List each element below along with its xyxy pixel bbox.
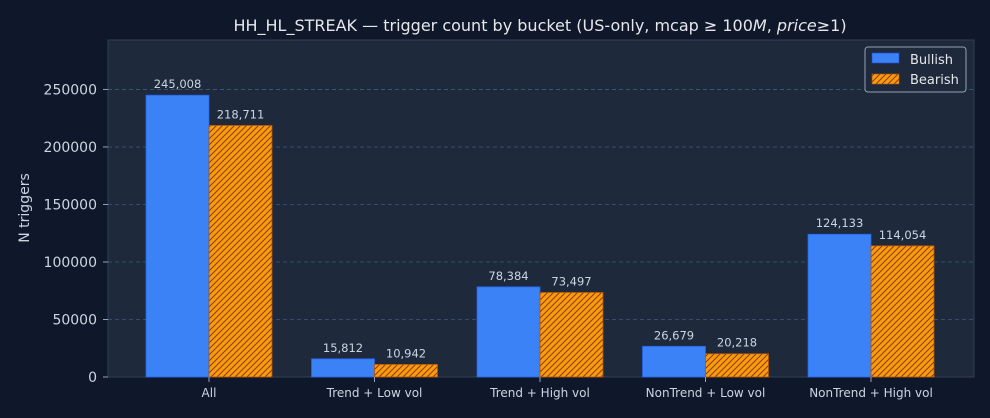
- legend-swatch-bearish: [871, 73, 900, 85]
- bar-bearish: [374, 364, 438, 378]
- legend-swatch-bullish: [871, 52, 900, 64]
- y-tick-label: 0: [88, 370, 97, 386]
- x-tick-label: NonTrend + Low vol: [646, 386, 766, 400]
- x-tick-label: Trend + Low vol: [326, 386, 423, 400]
- x-axis-ticks: All Trend + Low vol Trend + High vol NonTre…: [202, 377, 933, 400]
- y-tick-label: 250000: [44, 82, 97, 98]
- x-tick-label: Trend + High vol: [489, 386, 590, 400]
- data-label-bearish: 218,711: [217, 107, 265, 121]
- x-tick-label: All: [202, 386, 217, 400]
- y-tick-label: 100000: [44, 255, 97, 271]
- bar-bullish: [642, 345, 706, 378]
- bar-bearish: [208, 125, 273, 378]
- data-label-bearish: 114,054: [879, 228, 927, 242]
- data-label-bullish: 78,384: [488, 269, 528, 283]
- bars: [145, 94, 935, 378]
- chart-title: HH_HL_STREAK — trigger count by bucket (…: [233, 16, 846, 36]
- bar-bearish: [539, 292, 604, 378]
- bar-bearish: [870, 245, 935, 378]
- data-labels: 245,008 218,711 15,812 10,942 78,384 73,497 26…: [154, 77, 927, 360]
- data-label-bearish: 10,942: [386, 346, 426, 360]
- data-label-bullish: 15,812: [323, 341, 363, 355]
- y-axis-label: N triggers: [17, 173, 33, 243]
- bar-bullish: [311, 358, 375, 378]
- y-tick-label: 150000: [44, 197, 97, 213]
- data-label-bullish: 245,008: [154, 77, 202, 91]
- bar-bearish: [705, 353, 769, 378]
- legend: Bullish Bearish: [864, 46, 967, 93]
- data-label-bullish: 26,679: [654, 328, 694, 342]
- bar-bullish: [145, 94, 210, 378]
- y-tick-label: 50000: [52, 312, 97, 328]
- y-axis-ticks: 0 50000 100000 150000 200000 250000: [44, 82, 108, 386]
- data-label-bearish: 20,218: [717, 336, 757, 350]
- data-label-bearish: 73,497: [551, 274, 591, 288]
- bar-bullish: [807, 233, 872, 378]
- x-tick-label: NonTrend + High vol: [809, 386, 933, 400]
- legend-label-bearish: Bearish: [910, 73, 959, 88]
- legend-label-bullish: Bullish: [910, 53, 953, 68]
- y-tick-label: 200000: [44, 140, 97, 156]
- data-label-bullish: 124,133: [816, 216, 864, 230]
- bar-bullish: [476, 286, 541, 378]
